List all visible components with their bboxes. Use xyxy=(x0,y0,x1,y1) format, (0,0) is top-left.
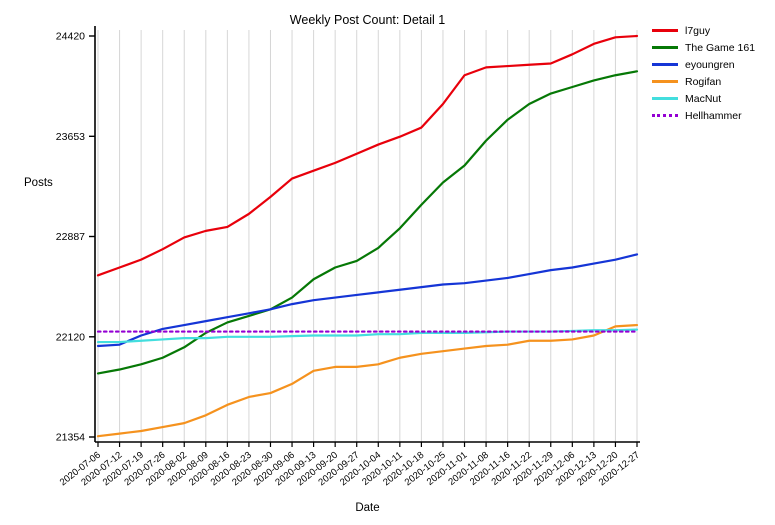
chart-title: Weekly Post Count: Detail 1 xyxy=(289,13,446,27)
legend-label: MacNut xyxy=(685,92,722,105)
legend-label: The Game 161 xyxy=(685,41,756,54)
y-tick-label: 23653 xyxy=(56,131,85,143)
series-line-rogifan xyxy=(96,323,639,438)
legend-item-rogifan: Rogifan xyxy=(652,75,755,88)
legend-label: l7guy xyxy=(685,24,711,37)
legend-label: Hellhammer xyxy=(685,109,742,122)
series-line-the-game-161 xyxy=(96,70,639,375)
legend-label: eyoungren xyxy=(685,58,735,71)
y-tick-label: 22120 xyxy=(56,331,85,343)
y-tick-label: 24420 xyxy=(56,31,85,43)
legend-item-macnut: MacNut xyxy=(652,92,755,105)
legend-label: Rogifan xyxy=(685,75,722,88)
legend-swatch xyxy=(652,63,678,66)
series-line-l7guy xyxy=(96,34,639,277)
legend-item-hellhammer: Hellhammer xyxy=(652,109,755,122)
y-axis-label: Posts xyxy=(24,177,53,189)
y-tick-label: 22887 xyxy=(56,231,85,243)
legend-item-l7guy: l7guy xyxy=(652,24,755,37)
legend-swatch xyxy=(652,97,678,100)
legend: l7guy The Game 161 eyoungren Rogifan MacNut H… xyxy=(652,24,755,122)
legend-item-eyoungren: eyoungren xyxy=(652,58,755,71)
legend-swatch xyxy=(652,29,678,32)
legend-swatch xyxy=(652,80,678,83)
legend-swatch xyxy=(652,46,678,49)
legend-item-the-game-161: The Game 161 xyxy=(652,41,755,54)
legend-swatch xyxy=(652,114,678,117)
y-tick-label: 21354 xyxy=(56,432,85,444)
series-line-eyoungren xyxy=(96,253,639,348)
x-axis-label: Date xyxy=(355,502,380,514)
